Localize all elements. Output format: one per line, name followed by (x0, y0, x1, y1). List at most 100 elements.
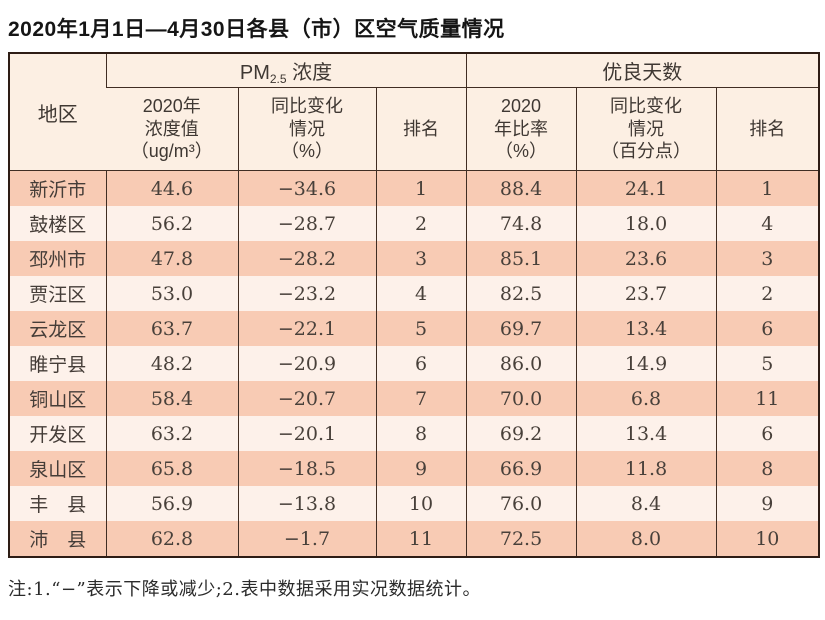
column-header-good-ratio: 2020 年比率 （%） (465, 87, 577, 171)
pm25-change-cell: −23.2 (237, 276, 376, 311)
good-rank-cell: 1 (715, 170, 820, 206)
table-row: 开发区 63.2 −20.1 8 69.2 13.4 6 (9, 416, 820, 451)
region-cell: 邳州市 (9, 241, 106, 276)
good-ratio-cell: 76.0 (465, 486, 577, 521)
good-ratio-cell: 70.0 (465, 381, 577, 416)
good-ratio-cell: 86.0 (465, 346, 577, 381)
table-row: 睢宁县 48.2 −20.9 6 86.0 14.9 5 (9, 346, 820, 381)
pm25-change-cell: −28.7 (237, 206, 376, 241)
good-ratio-cell: 66.9 (465, 451, 577, 486)
region-cell: 泉山区 (9, 451, 106, 486)
pm25-value-cell: 58.4 (105, 381, 238, 416)
good-ratio-cell: 72.5 (465, 521, 577, 557)
table-row: 邳州市 47.8 −28.2 3 85.1 23.6 3 (9, 241, 820, 276)
good-change-cell: 24.1 (575, 170, 717, 206)
footnote: 注:1.“−”表示下降或减少;2.表中数据采用实况数据统计。 (8, 579, 481, 600)
column-header-good-rank: 排名 (715, 87, 820, 171)
region-cell: 云龙区 (9, 311, 106, 346)
column-header-pm25-rank: 排名 (375, 87, 467, 171)
good-rank-cell: 11 (715, 381, 820, 416)
good-rank-cell: 4 (715, 206, 820, 241)
pm25-value-cell: 56.9 (105, 486, 238, 521)
table-row: 铜山区 58.4 −20.7 7 70.0 6.8 11 (9, 381, 820, 416)
good-rank-cell: 6 (715, 311, 820, 346)
good-rank-cell: 5 (715, 346, 820, 381)
good-rank-cell: 8 (715, 451, 820, 486)
pm25-rank-cell: 10 (375, 486, 467, 521)
good-rank-cell: 9 (715, 486, 820, 521)
pm25-rank-cell: 8 (375, 416, 467, 451)
pm25-label-subscript: 2.5 (269, 71, 287, 86)
good-change-cell: 18.0 (575, 206, 717, 241)
pm25-value-cell: 48.2 (105, 346, 238, 381)
good-ratio-cell: 82.5 (465, 276, 577, 311)
pm25-change-cell: −22.1 (237, 311, 376, 346)
good-change-cell: 13.4 (575, 311, 717, 346)
pm25-value-cell: 44.6 (105, 170, 238, 206)
good-change-cell: 14.9 (575, 346, 717, 381)
region-cell: 睢宁县 (9, 346, 106, 381)
table-row: 泉山区 65.8 −18.5 9 66.9 11.8 8 (9, 451, 820, 486)
pm25-change-cell: −28.2 (237, 241, 376, 276)
pm25-value-cell: 62.8 (105, 521, 238, 557)
column-header-pm25-change: 同比变化 情况 （%） (237, 87, 376, 171)
good-ratio-cell: 88.4 (465, 170, 577, 206)
good-ratio-cell: 74.8 (465, 206, 577, 241)
good-change-cell: 23.7 (575, 276, 717, 311)
pm25-rank-cell: 2 (375, 206, 467, 241)
page-title: 2020年1月1日—4月30日各县（市）区空气质量情况 (8, 18, 505, 41)
good-rank-cell: 10 (715, 521, 820, 557)
region-cell: 鼓楼区 (9, 206, 106, 241)
pm25-rank-cell: 11 (375, 521, 467, 557)
table-row: 新沂市 44.6 −34.6 1 88.4 24.1 1 (9, 170, 820, 206)
table-header: 地区 PM2.5 浓度 优良天数 2020年 浓度值 （ug/m³） 同比变化 … (9, 53, 820, 171)
column-header-pm25-value: 2020年 浓度值 （ug/m³） (106, 87, 238, 171)
region-cell: 开发区 (9, 416, 106, 451)
pm25-rank-cell: 9 (375, 451, 467, 486)
group-header-row: 地区 PM2.5 浓度 优良天数 (9, 53, 820, 171)
pm25-change-cell: −18.5 (237, 451, 376, 486)
pm25-rank-cell: 7 (375, 381, 467, 416)
pm25-change-cell: −13.8 (237, 486, 376, 521)
pm25-value-cell: 63.2 (105, 416, 238, 451)
good-change-cell: 8.4 (575, 486, 717, 521)
pm25-value-cell: 63.7 (105, 311, 238, 346)
table-row: 沛 县 62.8 −1.7 11 72.5 8.0 10 (9, 521, 820, 557)
pm25-change-cell: −20.1 (237, 416, 376, 451)
column-header-good-change: 同比变化 情况 （百分点） (575, 87, 717, 171)
good-change-cell: 13.4 (575, 416, 717, 451)
good-ratio-cell: 85.1 (465, 241, 577, 276)
table-row: 贾汪区 53.0 −23.2 4 82.5 23.7 2 (9, 276, 820, 311)
pm25-label-prefix: PM (239, 61, 270, 84)
pm25-rank-cell: 1 (375, 170, 467, 206)
pm25-rank-cell: 3 (375, 241, 467, 276)
pm25-value-cell: 53.0 (105, 276, 238, 311)
region-cell: 新沂市 (9, 170, 106, 206)
region-cell: 铜山区 (9, 381, 106, 416)
group-header-good-days: 优良天数 (465, 53, 820, 88)
good-rank-cell: 2 (715, 276, 820, 311)
region-cell: 沛 县 (9, 521, 106, 557)
good-rank-cell: 6 (715, 416, 820, 451)
table-row: 丰 县 56.9 −13.8 10 76.0 8.4 9 (9, 486, 820, 521)
pm25-rank-cell: 6 (375, 346, 467, 381)
good-rank-cell: 3 (715, 241, 820, 276)
pm25-value-cell: 56.2 (105, 206, 238, 241)
pm25-change-cell: −1.7 (237, 521, 376, 557)
good-change-cell: 6.8 (575, 381, 717, 416)
table-body: 新沂市 44.6 −34.6 1 88.4 24.1 1 鼓楼区 56.2 −2… (9, 170, 820, 557)
pm25-change-cell: −20.7 (237, 381, 376, 416)
group-header-pm25: PM2.5 浓度 (105, 53, 467, 88)
pm25-change-cell: −20.9 (237, 346, 376, 381)
good-change-cell: 23.6 (575, 241, 717, 276)
region-cell: 贾汪区 (9, 276, 106, 311)
pm25-rank-cell: 5 (375, 311, 467, 346)
air-quality-table: 地区 PM2.5 浓度 优良天数 2020年 浓度值 （ug/m³） 同比变化 … (8, 52, 821, 558)
good-change-cell: 11.8 (575, 451, 717, 486)
sub-header-row: 2020年 浓度值 （ug/m³） 同比变化 情况 （%） 排名 2020 年比… (9, 87, 820, 171)
good-ratio-cell: 69.2 (465, 416, 577, 451)
table-row: 云龙区 63.7 −22.1 5 69.7 13.4 6 (9, 311, 820, 346)
region-cell: 丰 县 (9, 486, 106, 521)
good-ratio-cell: 69.7 (465, 311, 577, 346)
